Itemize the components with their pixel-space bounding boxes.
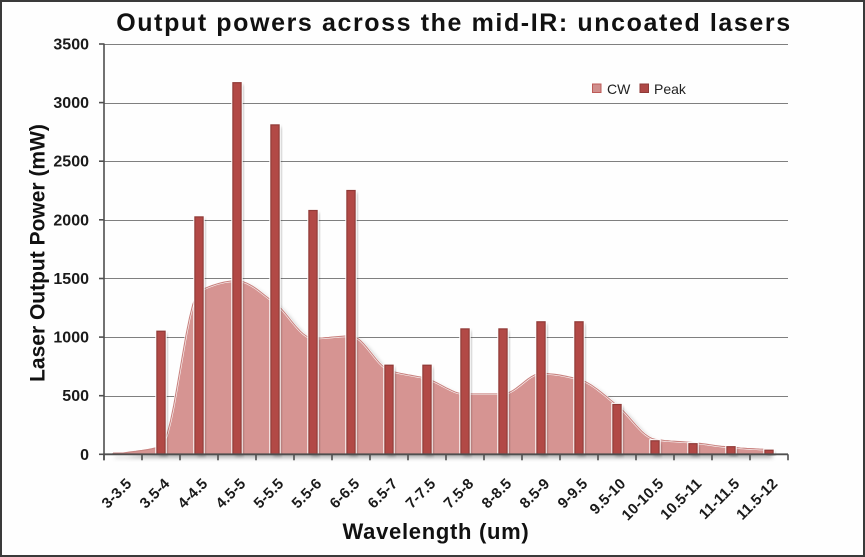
svg-text:Wavelength (um): Wavelength (um) xyxy=(343,519,530,544)
svg-text:Laser Output Power (mW): Laser Output Power (mW) xyxy=(27,124,50,382)
svg-text:Peak: Peak xyxy=(654,81,687,97)
svg-text:3500: 3500 xyxy=(53,37,89,54)
svg-text:3000: 3000 xyxy=(53,95,89,112)
svg-text:1500: 1500 xyxy=(53,271,89,288)
svg-text:1000: 1000 xyxy=(53,330,89,347)
svg-text:2500: 2500 xyxy=(53,154,89,171)
svg-text:CW: CW xyxy=(607,81,631,97)
svg-text:2000: 2000 xyxy=(53,212,89,229)
svg-text:Output powers across the mid-I: Output powers across the mid-IR: uncoate… xyxy=(116,9,792,37)
svg-text:0: 0 xyxy=(80,447,89,464)
svg-text:500: 500 xyxy=(62,388,89,405)
